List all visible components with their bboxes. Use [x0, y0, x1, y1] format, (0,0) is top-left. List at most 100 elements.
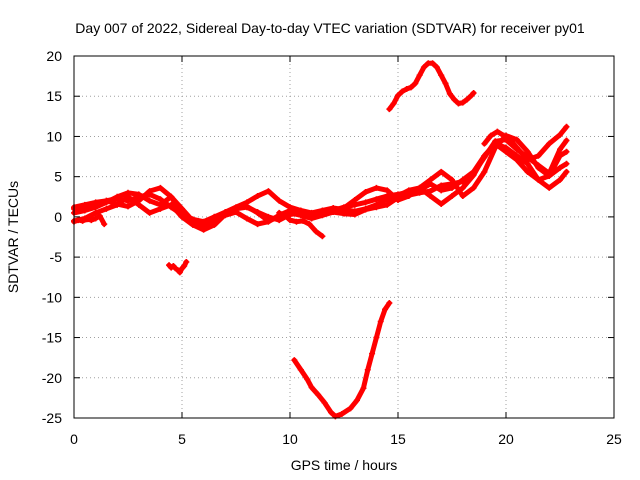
data-point [377, 318, 384, 325]
data-point [347, 405, 354, 412]
x-axis-label: GPS time / hours [291, 457, 398, 473]
data-point [500, 132, 507, 139]
data-point [535, 162, 542, 169]
data-point [287, 211, 293, 218]
data-point [386, 299, 393, 306]
data-point [291, 357, 298, 364]
data-point [297, 209, 304, 216]
data-point [386, 106, 393, 113]
data-point [146, 209, 153, 216]
data-point [330, 209, 337, 216]
data-point [308, 384, 315, 391]
data-point [384, 192, 391, 199]
data-point [103, 197, 110, 204]
data-point [293, 218, 300, 225]
data-point [438, 168, 445, 175]
data-point [373, 204, 380, 211]
data-point [535, 152, 542, 159]
y-tick-label: 20 [46, 48, 62, 64]
data-point [312, 228, 319, 235]
data-point [390, 100, 397, 107]
data-point [200, 223, 207, 230]
data-point [405, 192, 412, 199]
data-point [470, 170, 477, 177]
x-axis-ticks: 0 5 10 15 20 25 [70, 56, 622, 447]
data-point [507, 136, 514, 143]
data-point [276, 209, 283, 216]
data-point [455, 100, 462, 107]
data-point [492, 138, 499, 145]
data-point [319, 211, 326, 218]
data-point [243, 215, 250, 222]
data-point [287, 217, 293, 224]
x-tick-label: 0 [70, 431, 78, 447]
y-tick-label: -5 [50, 249, 63, 265]
data-point [557, 146, 563, 153]
data-point [563, 160, 570, 167]
data-point [362, 188, 369, 195]
data-point [535, 176, 542, 183]
data-point [373, 184, 380, 191]
data-point [494, 128, 501, 135]
data-point [157, 184, 164, 191]
data-point [362, 206, 369, 213]
data-point [254, 209, 261, 216]
data-point [338, 410, 345, 417]
series-arc-high [386, 60, 477, 113]
data-point [211, 217, 218, 224]
series-track-e [71, 213, 108, 228]
y-tick-label: 15 [46, 88, 62, 104]
data-point [503, 144, 509, 151]
data-point [75, 217, 82, 224]
series-track-g [481, 123, 570, 163]
data-point [399, 88, 406, 95]
y-tick-label: -25 [42, 410, 62, 426]
data-point [416, 72, 423, 79]
y-axis-ticks: -25 -20 -15 -10 -5 0 5 10 15 20 [42, 48, 614, 426]
data-point [438, 72, 445, 79]
data-point [92, 215, 99, 222]
data-point [306, 221, 313, 228]
y-tick-label: -15 [42, 330, 62, 346]
data-point [481, 154, 488, 161]
data-point [563, 168, 570, 175]
data-point [265, 213, 272, 220]
y-tick-label: 10 [46, 128, 62, 144]
data-point [315, 391, 322, 398]
data-point [125, 203, 131, 210]
data-point [276, 217, 283, 224]
data-point [276, 197, 283, 204]
data-point [81, 201, 88, 208]
data-point [416, 189, 423, 196]
series-arc-low [291, 299, 393, 420]
data-point [254, 192, 261, 199]
series-line [291, 300, 392, 419]
data-point [420, 64, 427, 71]
data-point [524, 156, 531, 163]
data-point [464, 96, 471, 103]
data-point [427, 180, 434, 187]
data-point [563, 137, 570, 144]
data-point [481, 140, 488, 147]
data-point [384, 187, 391, 194]
data-point [369, 350, 376, 357]
data-point [395, 194, 401, 201]
data-point [459, 99, 466, 106]
data-point [360, 385, 367, 392]
data-point [341, 204, 347, 211]
series-track-d [71, 136, 570, 230]
x-tick-label: 25 [606, 431, 622, 447]
data-point [328, 409, 335, 416]
data-point [308, 212, 315, 219]
data-point [546, 184, 553, 191]
data-point [297, 366, 304, 373]
x-tick-label: 20 [498, 431, 514, 447]
data-point [353, 397, 360, 404]
data-point [265, 188, 272, 195]
data-point [563, 148, 570, 155]
data-point [412, 80, 419, 87]
data-point [546, 140, 553, 147]
data-point [459, 178, 466, 185]
data-point [524, 168, 531, 175]
data-point [304, 376, 311, 383]
